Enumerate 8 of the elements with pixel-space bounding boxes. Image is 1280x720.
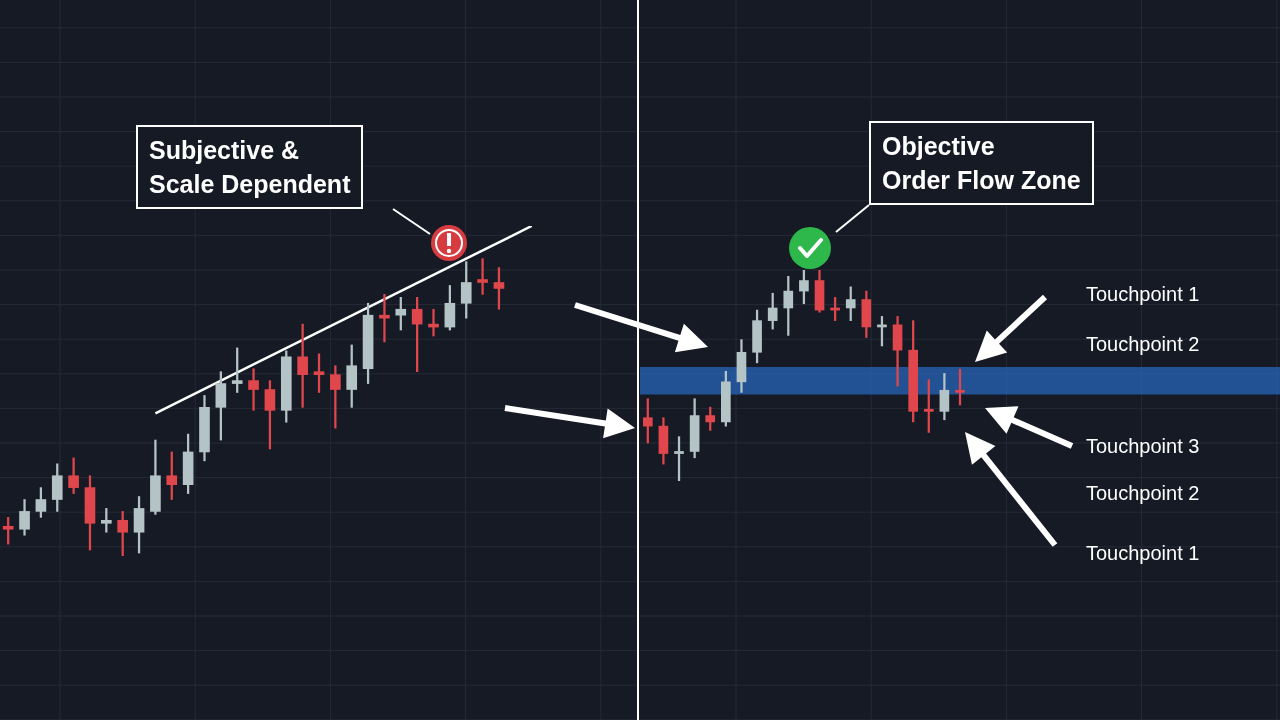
annotation: Touchpoint 2 bbox=[1086, 332, 1200, 356]
annotation: Touchpoint 3 bbox=[1086, 434, 1200, 458]
text: Touchpoint 2 bbox=[1086, 481, 1200, 505]
text: Touchpoint 1 bbox=[1086, 541, 1200, 565]
text: Objective Order Flow Zone bbox=[869, 121, 1094, 205]
candlestick bbox=[101, 508, 112, 533]
text: Subjective & Scale Dependent bbox=[136, 125, 364, 209]
annotation: Touchpoint 1 bbox=[1086, 282, 1200, 306]
